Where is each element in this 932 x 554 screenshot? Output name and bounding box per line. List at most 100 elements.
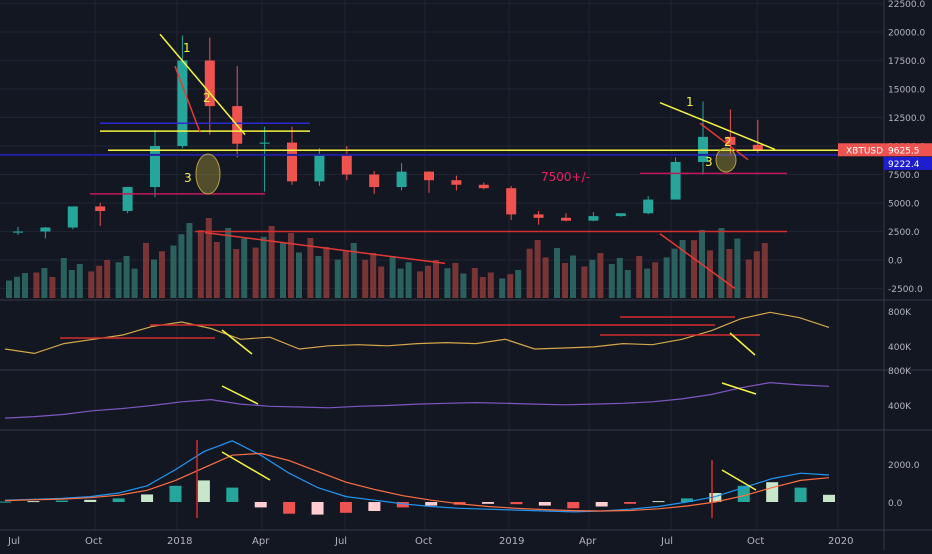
volume-bar-14-0 [389, 256, 396, 298]
second-price-tag-bg [884, 156, 932, 170]
macd-hist-bar-29 [823, 494, 835, 502]
candle-body-26 [725, 136, 736, 145]
macd-hist-bar-12 [339, 502, 352, 513]
red-trendline-2018 [174, 65, 201, 133]
candle-body-14 [396, 171, 407, 188]
price-tick-label: 2500.0 [888, 228, 920, 238]
price-tick-label: 20000.0 [888, 29, 925, 39]
macd-hist-bar-2 [55, 500, 68, 502]
volume-bar-11-2 [323, 247, 330, 298]
volume-bar-4-2 [131, 268, 138, 298]
macd-line [4, 440, 830, 513]
annotation-label-6: 7500+/- [541, 170, 590, 184]
ind1-yellow-arrow-b [729, 332, 756, 356]
volume-bar-18-1 [507, 274, 514, 298]
ind3-yellow-arrow-b [721, 469, 757, 491]
x-tick-label-10: 2020 [828, 536, 853, 547]
volume-bar-3-1 [96, 265, 103, 298]
volume-bar-9-0 [252, 247, 259, 298]
price-tick-label: 0.0 [888, 257, 903, 267]
volume-bar-12-2 [350, 243, 357, 298]
signal-line [4, 452, 830, 512]
candle-body-5 [150, 146, 160, 188]
volume-bar-6-2 [186, 223, 193, 298]
volume-bar-26-2 [734, 238, 741, 298]
volume-bar-22-1 [616, 258, 623, 298]
volume-bar-11-1 [315, 256, 322, 298]
candle-body-23 [643, 199, 654, 214]
volume-bar-1-0 [33, 272, 40, 298]
volume-bar-13-2 [378, 266, 385, 298]
candle-body-1 [40, 227, 51, 232]
volume-bar-8-0 [225, 228, 232, 298]
candle-body-9 [259, 142, 270, 144]
volume-bar-22-0 [608, 264, 615, 298]
macd-hist-bar-0 [0, 501, 11, 503]
volume-bar-9-2 [268, 226, 275, 298]
volume-bar-16-2 [460, 273, 467, 298]
candle-body-24 [670, 161, 681, 200]
volume-bar-5-2 [159, 251, 165, 298]
price-tick-label: -2500.0 [888, 285, 923, 295]
macd-hist-bar-19 [538, 502, 551, 506]
second-price-label: 9222.4 [888, 160, 920, 170]
macd-hist-bar-21 [595, 502, 608, 507]
macd-hist-bar-5 [141, 494, 154, 502]
ind1-tick-label: 400K [888, 343, 912, 353]
macd-hist-bar-27 [766, 482, 779, 502]
highlight-ellipse-2019 [715, 147, 737, 173]
volume-bar-10-1 [288, 233, 294, 298]
macd-hist-bar-11 [311, 502, 324, 515]
volume-bar-17-1 [479, 277, 486, 298]
volume-bar-4-0 [115, 262, 122, 298]
macd-hist-bar-26 [737, 485, 750, 502]
yellow-trendline-2018 [159, 33, 246, 136]
price-tick-label: 12500.0 [888, 114, 925, 124]
volume-bar-24-1 [671, 248, 678, 298]
volume-bar-7-2 [213, 242, 220, 298]
volume-bar-0-2 [22, 273, 28, 298]
indicator2-line [4, 381, 830, 419]
volume-bar-8-1 [233, 249, 240, 298]
candle-body-25 [698, 136, 708, 162]
ind2-yellow-arrow-a [221, 385, 259, 405]
volume-bar-16-1 [452, 263, 459, 298]
symbol-tag-bg [838, 143, 884, 157]
volume-bar-18-2 [515, 270, 522, 298]
macd-hist-bar-4 [112, 498, 125, 502]
macd-hist-bar-8 [226, 487, 239, 502]
annotation-label-4: 2 [724, 135, 732, 149]
volume-bar-20-2 [570, 255, 576, 298]
macd-hist-bar-14 [396, 502, 409, 508]
volume-bar-2-2 [76, 264, 83, 298]
candle-body-20 [561, 217, 571, 221]
volume-bar-9-1 [260, 236, 267, 298]
annotation-label-1: 2 [203, 91, 211, 105]
volume-bar-5-0 [143, 243, 149, 298]
volume-bar-11-0 [307, 238, 314, 298]
macd-hist-bar-10 [283, 502, 296, 514]
price-tick-label: 17500.0 [888, 57, 925, 67]
volume-bar-23-0 [636, 256, 643, 298]
volume-bar-14-2 [405, 262, 412, 298]
ind1-tick-label: 800K [888, 308, 912, 318]
candle-body-2 [67, 206, 78, 228]
volume-bar-2-1 [68, 270, 75, 298]
volume-bar-7-0 [197, 230, 204, 298]
macd-hist-bar-15 [425, 502, 438, 506]
volume-bar-15-2 [433, 260, 439, 298]
volume-bar-0-1 [14, 276, 20, 298]
red-volume-trendline-2018 [204, 231, 446, 265]
volume-bar-24-0 [663, 257, 670, 298]
volume-bar-27-1 [753, 251, 760, 298]
macd-hist-bar-1 [27, 501, 40, 503]
volume-bar-25-0 [691, 240, 697, 298]
volume-bar-3-2 [104, 260, 111, 298]
volume-bar-27-2 [761, 243, 768, 298]
candle-body-10 [287, 142, 297, 182]
x-tick-label-7: Apr [579, 536, 597, 547]
annotation-label-2: 3 [184, 171, 192, 185]
x-tick-label-6: 2019 [499, 536, 524, 547]
